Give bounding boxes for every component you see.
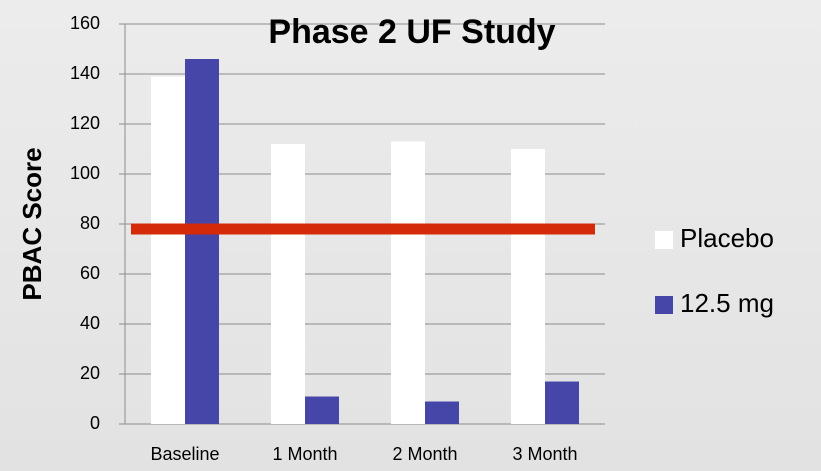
legend-label: 12.5 mg xyxy=(680,288,774,318)
bar xyxy=(391,141,425,424)
y-tick-label: 120 xyxy=(70,113,100,133)
y-tick-label: 0 xyxy=(90,413,100,433)
legend-label: Placebo xyxy=(680,223,774,253)
legend-swatch xyxy=(655,296,673,314)
plot: 0 20 40 60 80 100 120 140 160 Baseline 1 Month 2 Mo… xyxy=(70,13,605,464)
bar xyxy=(151,76,185,424)
y-tick-label: 60 xyxy=(80,263,100,283)
chart-title: Phase 2 UF Study xyxy=(268,13,555,51)
x-tick-label: 3 Month xyxy=(512,444,577,464)
y-tick-label: 100 xyxy=(70,163,100,183)
x-tick-label: Baseline xyxy=(150,444,219,464)
bar xyxy=(425,401,459,424)
bar xyxy=(271,144,305,424)
x-tick-label: 2 Month xyxy=(392,444,457,464)
legend-swatch xyxy=(655,231,673,249)
bar xyxy=(185,59,219,424)
y-tick-label: 160 xyxy=(70,13,100,33)
bar xyxy=(305,396,339,424)
y-tick-label: 140 xyxy=(70,63,100,83)
y-tick-label: 20 xyxy=(80,363,100,383)
bar xyxy=(511,149,545,424)
bar xyxy=(545,381,579,424)
y-axis-label: PBAC Score xyxy=(17,147,47,300)
y-tick-label: 40 xyxy=(80,313,100,333)
x-tick-label: 1 Month xyxy=(272,444,337,464)
y-tick-label: 80 xyxy=(80,213,100,233)
